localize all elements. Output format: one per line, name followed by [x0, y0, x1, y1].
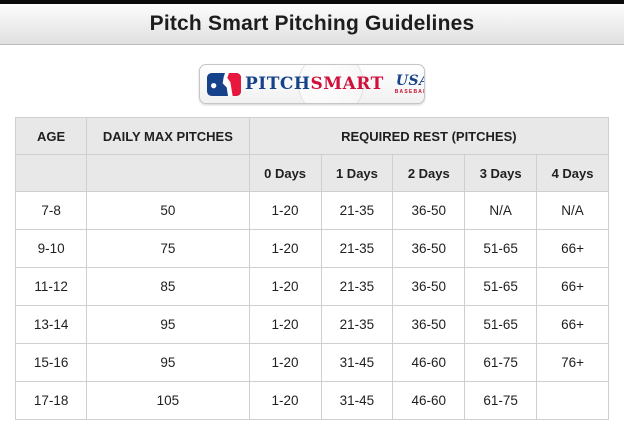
rest-cell: 61-75: [464, 343, 538, 382]
star-icon: ★: [424, 70, 425, 78]
page-title: Pitch Smart Pitching Guidelines: [149, 12, 475, 35]
rest-cell: 1-20: [248, 381, 322, 420]
age-cell: 11-12: [14, 267, 88, 306]
rest-day-header: 4 Days: [536, 154, 609, 192]
rest-cell: 66+: [536, 267, 609, 306]
header-row-days: 0 Days 1 Days 2 Days 3 Days 4 Days: [14, 154, 609, 192]
max-pitches-cell: 105: [86, 381, 250, 420]
usa-baseball-logo: USA ★ BASEBALL: [394, 70, 425, 95]
logo-text-usa: USA: [395, 73, 424, 89]
rest-day-header: 0 Days: [248, 154, 322, 192]
max-pitches-cell: 95: [86, 305, 250, 344]
rest-cell: N/A: [464, 191, 538, 230]
age-cell: 13-14: [14, 305, 88, 344]
rest-cell: 36-50: [392, 229, 466, 268]
rest-cell: 1-20: [248, 229, 322, 268]
table-row: 11-12 85 1-20 21-35 36-50 51-65 66+: [14, 267, 609, 306]
rest-cell: 51-65: [464, 305, 538, 344]
baseball-swoosh-icon: [298, 65, 364, 103]
logo-text-pitch: PITCH: [245, 74, 311, 94]
pitching-guidelines-table: AGE DAILY MAX PITCHES REQUIRED REST (PIT…: [14, 117, 610, 420]
rest-cell: 66+: [536, 229, 609, 268]
rest-cell: 31-45: [320, 381, 394, 420]
rest-cell: 36-50: [392, 191, 466, 230]
max-pitches-cell: 50: [86, 191, 250, 230]
age-header: AGE: [14, 117, 88, 155]
logo-text-smart: SMART: [310, 74, 384, 94]
empty-header-cell: [14, 154, 88, 192]
rest-cell: 1-20: [248, 267, 322, 306]
rest-cell: 31-45: [320, 343, 394, 382]
pitch-smart-logo: PITCH SMART USA ★ BASEBALL: [199, 64, 425, 104]
rest-day-header: 3 Days: [464, 154, 538, 192]
rest-cell: 21-35: [320, 191, 394, 230]
table-row: 15-16 95 1-20 31-45 46-60 61-75 76+: [14, 343, 609, 382]
logo-text-baseball: BASEBALL: [394, 89, 424, 95]
page-header: Pitch Smart Pitching Guidelines: [0, 4, 624, 45]
rest-cell: 46-60: [392, 343, 466, 382]
table-row: 9-10 75 1-20 21-35 36-50 51-65 66+: [14, 229, 609, 268]
max-pitches-cell: 85: [86, 267, 250, 306]
rest-cell: 1-20: [248, 343, 322, 382]
logo-container: PITCH SMART USA ★ BASEBALL: [0, 64, 624, 104]
rest-day-header: 2 Days: [392, 154, 466, 192]
rest-cell: 36-50: [392, 305, 466, 344]
table-row: 13-14 95 1-20 21-35 36-50 51-65 66+: [14, 305, 609, 344]
age-cell: 7-8: [14, 191, 88, 230]
rest-cell: 21-35: [320, 305, 394, 344]
rest-cell: 1-20: [248, 191, 322, 230]
max-pitches-cell: 75: [86, 229, 250, 268]
age-cell: 15-16: [14, 343, 88, 382]
age-cell: 17-18: [14, 381, 88, 420]
max-pitches-cell: 95: [86, 343, 250, 382]
daily-max-header: DAILY MAX PITCHES: [86, 117, 250, 155]
rest-cell: 76+: [536, 343, 609, 382]
age-cell: 9-10: [14, 229, 88, 268]
mlb-batter-icon: [207, 72, 241, 96]
rest-cell: 51-65: [464, 267, 538, 306]
required-rest-header: REQUIRED REST (PITCHES): [248, 117, 610, 155]
rest-day-header: 1 Days: [320, 154, 394, 192]
rest-cell: N/A: [536, 191, 609, 230]
empty-header-cell: [86, 154, 250, 192]
table-row: 17-18 105 1-20 31-45 46-60 61-75: [14, 381, 609, 420]
rest-cell: 1-20: [248, 305, 322, 344]
rest-cell: 36-50: [392, 267, 466, 306]
rest-cell: 66+: [536, 305, 609, 344]
top-border: [0, 0, 624, 4]
rest-cell: 21-35: [320, 229, 394, 268]
header-row-main: AGE DAILY MAX PITCHES REQUIRED REST (PIT…: [14, 117, 610, 155]
rest-cell: [536, 381, 609, 420]
rest-cell: 21-35: [320, 267, 394, 306]
table-row: 7-8 50 1-20 21-35 36-50 N/A N/A: [14, 191, 609, 230]
rest-cell: 61-75: [464, 381, 538, 420]
rest-cell: 51-65: [464, 229, 538, 268]
rest-cell: 46-60: [392, 381, 466, 420]
